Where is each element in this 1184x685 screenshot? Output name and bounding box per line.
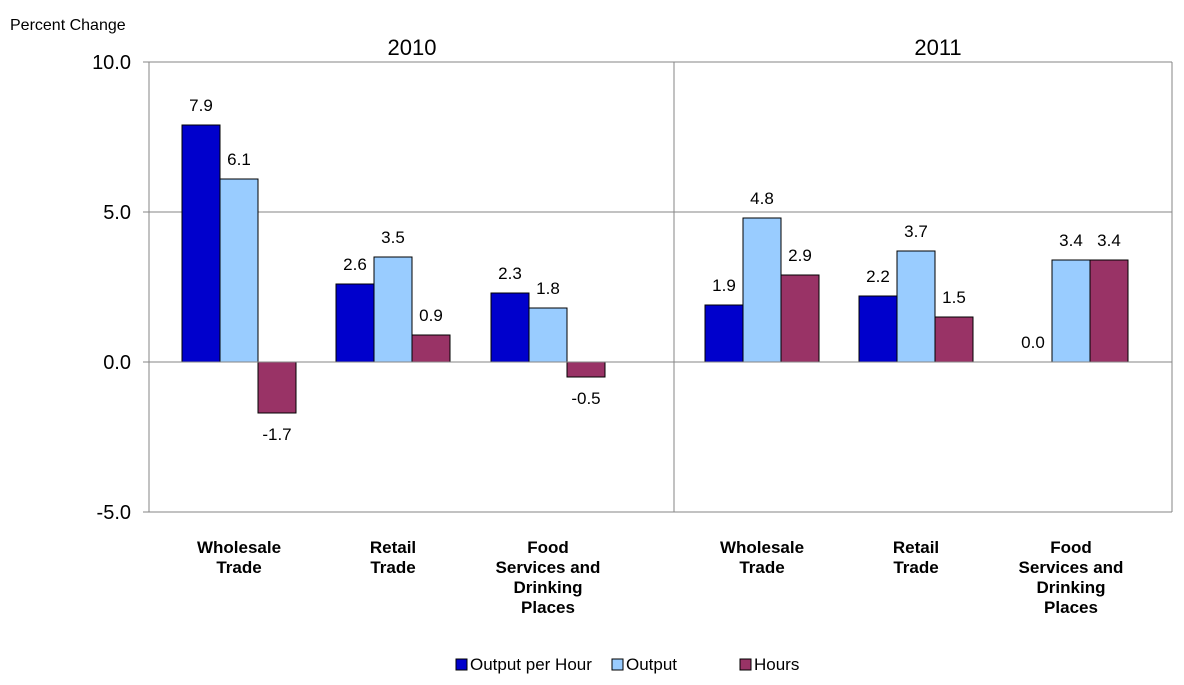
category-label: Trade bbox=[893, 558, 938, 577]
category-label: Food bbox=[1050, 538, 1092, 557]
category-label: Services and bbox=[1019, 558, 1124, 577]
legend: Output per Hour Output Hours bbox=[455, 655, 799, 674]
category-label: Wholesale bbox=[197, 538, 281, 557]
y-tick-label: 5.0 bbox=[103, 202, 131, 224]
bar-2010-output-1 bbox=[373, 256, 413, 363]
axes: -5.0 0.0 5.0 10.0 bbox=[92, 52, 1172, 524]
category-label: Retail bbox=[370, 538, 416, 557]
category-label: Places bbox=[521, 598, 575, 617]
category-label: Drinking bbox=[514, 578, 583, 597]
data-label: 2.2 bbox=[866, 267, 890, 286]
legend-swatch-hours bbox=[739, 658, 752, 671]
data-label: 3.5 bbox=[381, 228, 405, 247]
bar-2010-hours-0 bbox=[257, 361, 297, 414]
legend-label: Output bbox=[626, 655, 677, 674]
data-label: 2.6 bbox=[343, 255, 367, 274]
bars bbox=[181, 124, 1129, 414]
gridlines bbox=[149, 61, 1173, 513]
data-label: 2.3 bbox=[498, 264, 522, 283]
data-label: 3.7 bbox=[904, 222, 928, 241]
data-label: 0.9 bbox=[419, 306, 443, 325]
legend-swatch-output bbox=[611, 658, 624, 671]
data-label: 3.4 bbox=[1059, 231, 1083, 250]
bar-2010-output-per-hour-0 bbox=[181, 124, 221, 363]
data-label: 2.9 bbox=[788, 246, 812, 265]
bar-2010-output-2 bbox=[528, 307, 568, 363]
bar-2011-output-0 bbox=[742, 217, 782, 363]
category-label: Drinking bbox=[1037, 578, 1106, 597]
labels: 7.9 2.6 2.3 6.1 3.5 1.8 -1.7 0.9 -0.5 1.9 2.2 0.0 4.… bbox=[10, 17, 1123, 617]
category-label: Trade bbox=[370, 558, 415, 577]
category-label: Services and bbox=[496, 558, 601, 577]
category-label: Retail bbox=[893, 538, 939, 557]
data-label: -1.7 bbox=[262, 425, 291, 444]
bar-2011-output-2 bbox=[1051, 259, 1091, 363]
data-label: -0.5 bbox=[571, 389, 600, 408]
group-title: 2011 bbox=[914, 35, 961, 60]
bar-2010-hours-1 bbox=[411, 334, 451, 363]
data-label: 4.8 bbox=[750, 189, 774, 208]
data-label: 1.9 bbox=[712, 276, 736, 295]
category-label: Food bbox=[527, 538, 569, 557]
y-tick-label: 0.0 bbox=[103, 352, 131, 374]
y-tick-label: -5.0 bbox=[97, 502, 131, 524]
legend-label: Output per Hour bbox=[470, 655, 592, 674]
group-title: 2010 bbox=[388, 35, 437, 60]
data-label: 3.4 bbox=[1097, 231, 1121, 250]
category-label: Trade bbox=[739, 558, 784, 577]
data-label: 0.0 bbox=[1021, 333, 1045, 352]
data-label: 7.9 bbox=[189, 96, 213, 115]
bar-2011-hours-2 bbox=[1089, 259, 1129, 363]
legend-label: Hours bbox=[754, 655, 799, 674]
bar-2010-hours-2 bbox=[566, 361, 606, 378]
category-label: Wholesale bbox=[720, 538, 804, 557]
bar-2010-output-per-hour-1 bbox=[335, 283, 375, 363]
data-label: 6.1 bbox=[227, 150, 251, 169]
bar-2011-output-per-hour-0 bbox=[704, 304, 744, 363]
y-tick-label: 10.0 bbox=[92, 52, 131, 74]
category-label: Trade bbox=[216, 558, 261, 577]
bar-2011-hours-0 bbox=[780, 274, 820, 363]
data-label: 1.5 bbox=[942, 288, 966, 307]
bar-2010-output-per-hour-2 bbox=[490, 292, 530, 363]
bar-2011-output-per-hour-1 bbox=[858, 295, 898, 363]
bar-2011-output-1 bbox=[896, 250, 936, 363]
bar-2010-output-0 bbox=[219, 178, 259, 363]
legend-swatch-output-per-hour bbox=[455, 658, 468, 671]
data-label: 1.8 bbox=[536, 279, 560, 298]
category-label: Places bbox=[1044, 598, 1098, 617]
bar-2011-hours-1 bbox=[934, 316, 974, 363]
y-axis-label: Percent Change bbox=[10, 17, 126, 34]
